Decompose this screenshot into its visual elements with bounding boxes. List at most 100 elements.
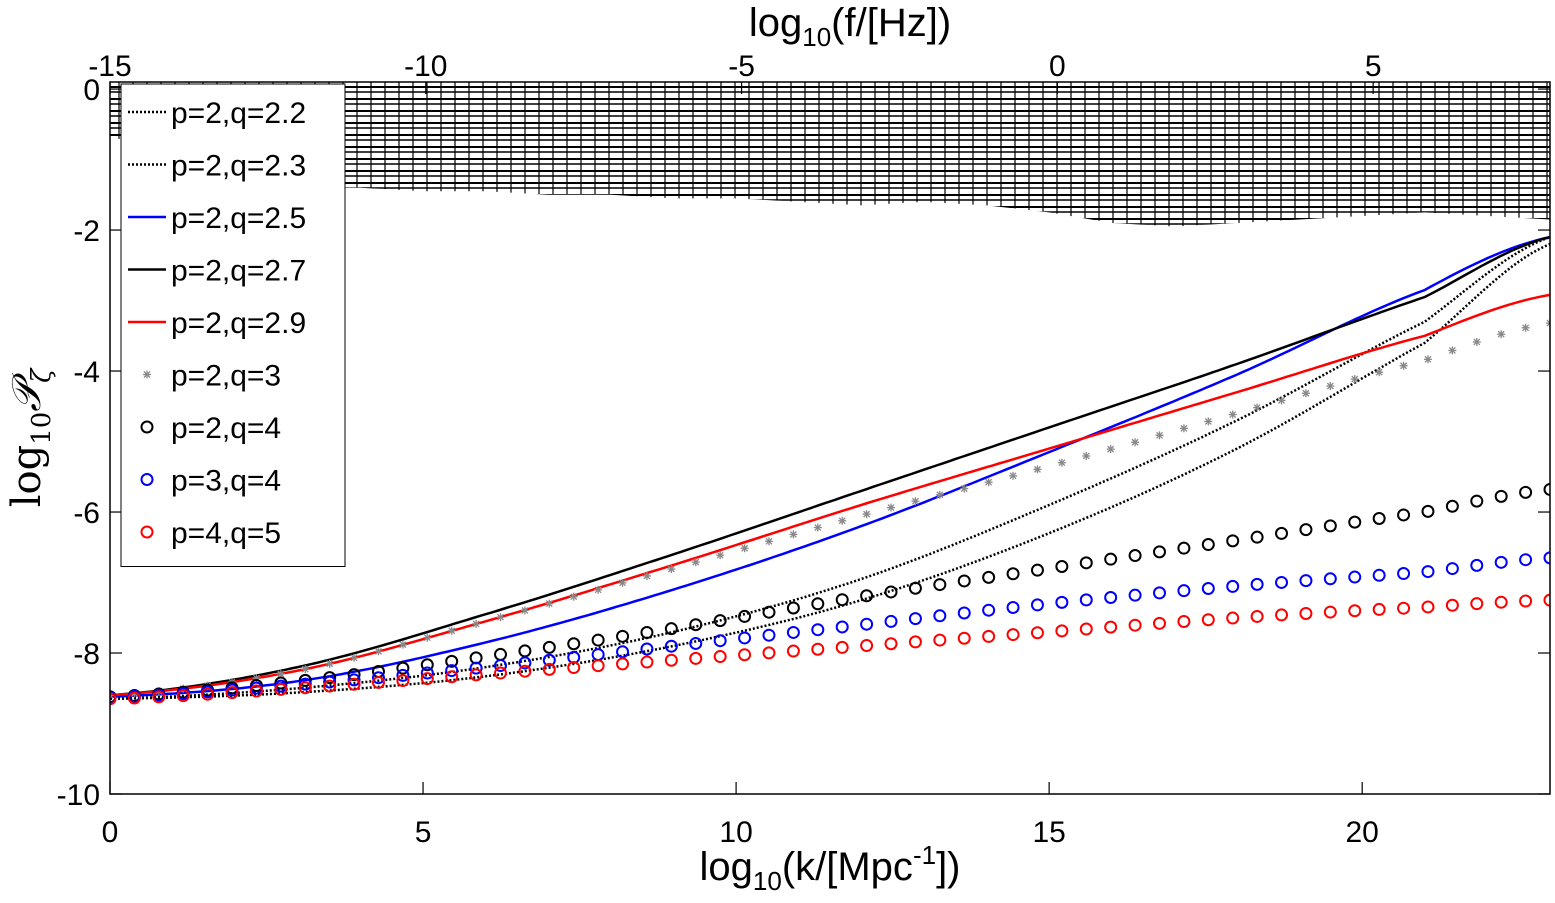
series-point — [1079, 593, 1093, 607]
series-point — [110, 692, 117, 706]
series-point — [738, 648, 752, 662]
series-point — [1448, 346, 1457, 355]
legend-swatch — [140, 525, 154, 539]
series-point — [664, 622, 678, 636]
series-point — [496, 613, 505, 622]
series-point — [789, 530, 798, 539]
series-point — [567, 661, 581, 675]
series-point — [1226, 611, 1240, 625]
series-point — [1519, 553, 1533, 567]
series-point — [347, 668, 361, 682]
legend-label: p=4,q=5 — [171, 517, 281, 550]
series-point — [933, 578, 947, 592]
legend-label: p=2,q=2.9 — [171, 307, 306, 340]
x-tick-label: 15 — [1032, 816, 1065, 849]
series-point — [1030, 563, 1044, 577]
series-point — [1299, 606, 1313, 620]
series-point — [813, 523, 822, 532]
series-point — [786, 644, 800, 658]
series-point — [1155, 431, 1164, 440]
series-point — [1323, 605, 1337, 619]
series-point — [545, 599, 554, 608]
series-point — [472, 619, 481, 628]
series-point — [1104, 620, 1118, 634]
x-axis-label-sup: -1 — [913, 840, 936, 870]
x2-tick-label: 5 — [1365, 50, 1382, 83]
series-point — [518, 664, 532, 678]
tick-layer: 0 5 10 15 20 -15 -10 -5 0 5 0 -2 -4 -6 -8 -10 — [57, 50, 1550, 849]
series-line-5 — [110, 293, 1550, 697]
legend-item: p=2,q=2.3 — [128, 150, 306, 183]
series-point — [1375, 368, 1384, 377]
series-point — [591, 648, 605, 662]
series-point — [1201, 538, 1215, 552]
series-point — [957, 631, 971, 645]
series-point — [1009, 471, 1018, 480]
series-point — [445, 664, 459, 678]
legend-label: p=2,q=2.2 — [171, 97, 306, 130]
x-axis-label-base: log — [700, 845, 753, 889]
series-point — [616, 629, 630, 643]
series-layer — [110, 235, 1550, 706]
series-point — [1006, 601, 1020, 615]
legend-label: p=2,q=2.3 — [171, 150, 306, 183]
x-tick-label: 10 — [719, 816, 752, 849]
plot-frame — [109, 81, 1551, 795]
series-point — [1250, 577, 1264, 591]
series-point — [811, 597, 825, 611]
x-tick-label: 20 — [1345, 816, 1378, 849]
series-point — [1006, 628, 1020, 642]
legend-swatch — [143, 370, 151, 379]
series-point — [1421, 600, 1435, 614]
series-point — [1006, 567, 1020, 581]
series-point — [911, 497, 920, 506]
series-point — [764, 537, 773, 546]
series-point — [1372, 511, 1386, 525]
series-point — [225, 686, 239, 700]
series-point — [1323, 572, 1337, 586]
legend-item: p=2,q=2.9 — [128, 307, 306, 340]
constraint-band — [110, 82, 1550, 227]
series-point — [1128, 588, 1142, 602]
x-axis-label-close: ]) — [936, 845, 960, 889]
x2-tick-label: -15 — [88, 50, 131, 83]
series-point — [960, 484, 969, 493]
series-point — [1179, 424, 1188, 433]
series-point — [396, 674, 410, 688]
series-point — [420, 666, 434, 680]
legend-item: p=4,q=5 — [140, 517, 281, 550]
series-point — [640, 642, 654, 656]
y-tick-label: -10 — [57, 779, 100, 812]
series-point — [1055, 595, 1069, 609]
series-point — [1445, 562, 1459, 576]
series-point — [301, 665, 310, 674]
series-point — [1372, 568, 1386, 582]
series-point — [982, 570, 996, 584]
series-point — [1421, 504, 1435, 518]
series-point — [908, 612, 922, 626]
series-point — [1226, 579, 1240, 593]
series-point — [1497, 330, 1506, 339]
x2-axis-label: log10(f/[Hz]) — [749, 1, 951, 52]
series-point — [935, 490, 944, 499]
series-point — [1470, 558, 1484, 572]
x-axis-label: log10(k/[Mpc-1]) — [700, 840, 961, 896]
series-point — [762, 646, 776, 660]
series-point — [933, 633, 947, 647]
legend-item: p=2,q=4 — [140, 412, 281, 445]
series-point — [884, 585, 898, 599]
series-point — [908, 581, 922, 595]
series-point — [1177, 614, 1191, 628]
series-point — [445, 670, 459, 684]
series-point — [1348, 570, 1362, 584]
y-axis-label-subscript: ζ — [27, 367, 57, 383]
y-axis-label-prefix: log — [4, 445, 50, 507]
series-point — [420, 672, 434, 686]
series-point — [371, 671, 385, 685]
series-point — [689, 636, 703, 650]
series-point — [371, 675, 385, 689]
series-point — [1397, 508, 1411, 522]
series-point — [1543, 482, 1550, 496]
series-point — [1372, 602, 1386, 616]
series-point — [469, 668, 483, 682]
